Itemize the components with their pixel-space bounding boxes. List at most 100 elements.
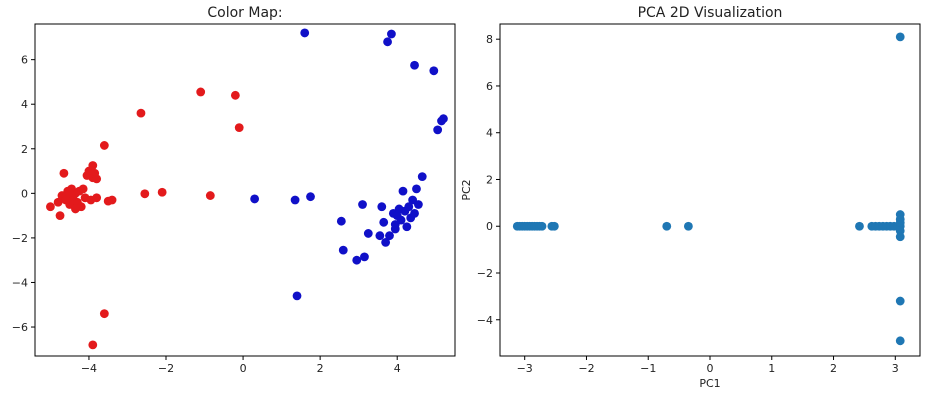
data-point bbox=[385, 231, 394, 241]
data-point bbox=[855, 221, 864, 231]
data-point bbox=[300, 28, 310, 38]
data-point bbox=[306, 192, 315, 202]
data-point bbox=[71, 204, 80, 214]
chart-title: PCA 2D Visualization bbox=[638, 5, 783, 21]
data-point bbox=[336, 216, 346, 226]
data-point bbox=[413, 200, 423, 209]
data-point bbox=[375, 231, 385, 241]
data-point bbox=[88, 340, 98, 350]
y-tick-label: 4 bbox=[21, 98, 28, 111]
data-point bbox=[205, 191, 215, 200]
plot-frame bbox=[499, 23, 921, 357]
data-point bbox=[99, 309, 109, 319]
data-point bbox=[410, 208, 419, 218]
data-point bbox=[377, 202, 387, 212]
data-point bbox=[662, 221, 672, 231]
data-point bbox=[196, 87, 206, 97]
data-point bbox=[250, 194, 260, 204]
y-tick-label: 6 bbox=[486, 80, 493, 93]
data-point bbox=[140, 189, 150, 199]
y-tick-label: 4 bbox=[486, 127, 493, 140]
chart-1: Color Map: −4 −2 0 2 4 −6 −4 −2 0 2 4 6 bbox=[12, 5, 456, 375]
data-point bbox=[92, 193, 102, 203]
data-point bbox=[895, 232, 905, 242]
data-point bbox=[59, 168, 69, 178]
y-tick-label: −4 bbox=[477, 314, 493, 327]
x-axis-label: PC1 bbox=[699, 377, 720, 390]
data-point bbox=[410, 60, 419, 70]
y-tick-label: −2 bbox=[12, 232, 28, 245]
data-point bbox=[439, 114, 448, 124]
data-point bbox=[92, 174, 102, 184]
y-tick-label: −6 bbox=[12, 321, 28, 334]
data-point bbox=[358, 200, 367, 209]
data-point bbox=[683, 221, 693, 231]
data-point bbox=[107, 195, 117, 205]
x-tick-label: 2 bbox=[830, 362, 837, 375]
series-2 bbox=[250, 28, 448, 301]
data-point bbox=[381, 237, 391, 247]
data-point bbox=[895, 32, 905, 42]
data-point bbox=[46, 202, 55, 212]
data-point bbox=[895, 218, 905, 228]
data-point bbox=[398, 186, 408, 196]
x-tick-label: 1 bbox=[768, 362, 775, 375]
x-tick-label: 3 bbox=[892, 362, 899, 375]
y-tick-label: 0 bbox=[21, 187, 28, 200]
data-point bbox=[895, 296, 905, 306]
data-point bbox=[290, 195, 300, 205]
data-point bbox=[360, 252, 369, 262]
series-1 bbox=[512, 32, 905, 346]
y-axis-label: PC2 bbox=[460, 179, 473, 200]
data-point bbox=[157, 187, 167, 197]
y-tick-label: 2 bbox=[21, 143, 28, 156]
y-tick-label: −4 bbox=[12, 276, 28, 289]
data-point bbox=[387, 29, 396, 39]
series-1 bbox=[46, 87, 244, 350]
y-tick-label: 0 bbox=[486, 220, 493, 233]
x-tick-label: 0 bbox=[240, 362, 247, 375]
data-point bbox=[396, 215, 406, 225]
x-tick-label: −3 bbox=[517, 362, 533, 375]
data-point bbox=[404, 202, 414, 212]
y-tick-label: 6 bbox=[21, 54, 28, 67]
data-point bbox=[53, 197, 63, 207]
data-point bbox=[383, 37, 392, 47]
data-point bbox=[230, 90, 240, 100]
x-tick-label: −4 bbox=[81, 362, 97, 375]
data-point bbox=[78, 184, 88, 194]
y-tick-label: 8 bbox=[486, 33, 493, 46]
data-point bbox=[429, 66, 439, 76]
data-point bbox=[412, 184, 421, 194]
data-point bbox=[352, 255, 362, 265]
data-point bbox=[61, 195, 71, 205]
data-point bbox=[390, 224, 400, 234]
data-point bbox=[338, 245, 348, 255]
data-point bbox=[363, 229, 373, 238]
x-tick-label: 2 bbox=[317, 362, 324, 375]
data-point bbox=[379, 217, 389, 227]
chart-title: Color Map: bbox=[207, 5, 282, 21]
x-tick-label: 4 bbox=[394, 362, 401, 375]
data-point bbox=[55, 211, 65, 221]
data-point bbox=[537, 221, 547, 231]
data-point bbox=[88, 161, 98, 170]
data-point bbox=[234, 123, 244, 133]
data-point bbox=[292, 291, 302, 301]
y-tick-label: −2 bbox=[477, 267, 493, 280]
data-point bbox=[549, 221, 559, 231]
x-tick-label: 0 bbox=[707, 362, 714, 375]
data-point bbox=[417, 172, 427, 182]
x-tick-label: −2 bbox=[158, 362, 174, 375]
data-point bbox=[65, 188, 75, 198]
data-point bbox=[99, 141, 109, 150]
plot-frame bbox=[34, 23, 456, 357]
chart-2: PCA 2D Visualization −3 −2 −1 0 1 2 3 −4 −2 0 2 4 6 8 P… bbox=[460, 5, 921, 390]
data-point bbox=[402, 222, 412, 232]
data-point bbox=[136, 108, 146, 118]
y-tick-label: 2 bbox=[486, 173, 493, 186]
x-tick-label: −2 bbox=[578, 362, 594, 375]
data-point bbox=[433, 125, 443, 135]
